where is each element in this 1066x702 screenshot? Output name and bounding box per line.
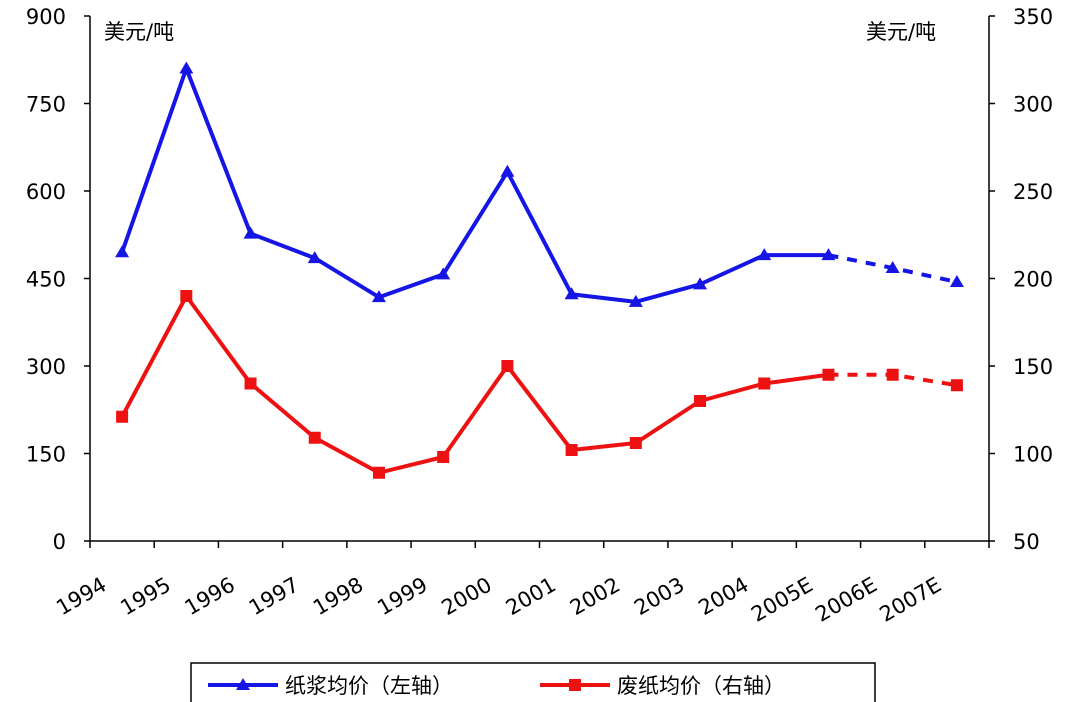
- waste-series-line: [120, 294, 829, 475]
- waste-point-2002: [629, 437, 642, 449]
- right-tick-label: 300: [1013, 93, 1053, 117]
- pulp-point-2002: [628, 294, 643, 307]
- legend-pulp-marker: [236, 678, 250, 690]
- pulp-point-2001: [564, 287, 579, 300]
- right-tick-label: 250: [1013, 180, 1053, 204]
- x-tick-label: 1999: [373, 573, 431, 621]
- x-tick-label: 2006E: [811, 573, 881, 627]
- left-tick-label: 300: [26, 355, 66, 379]
- right-tick-label: 350: [1013, 5, 1053, 29]
- right-tick-label: 50: [1013, 530, 1040, 554]
- waste-point-2001: [565, 444, 578, 456]
- waste-point-2005E: [822, 368, 835, 381]
- waste-point-2006E: [886, 368, 899, 381]
- waste-point-1998: [372, 466, 385, 479]
- series-lines: [120, 66, 958, 475]
- left-tick-label: 150: [26, 443, 66, 467]
- pulp-point-1994: [115, 245, 130, 258]
- right-tick-label: 100: [1013, 443, 1053, 467]
- waste-point-1996: [244, 377, 257, 390]
- waste-point-1997: [308, 431, 321, 444]
- x-tick-label: 2004: [694, 573, 752, 621]
- waste-point-1994: [116, 410, 129, 423]
- pulp-point-1998: [371, 290, 386, 303]
- right-tick-label: 200: [1013, 268, 1053, 292]
- pulp-point-1996: [243, 226, 258, 239]
- x-tick-label: 2001: [502, 573, 560, 621]
- x-tick-label: 1998: [309, 573, 367, 621]
- left-tick-label: 0: [53, 530, 66, 554]
- left-tick-label: 450: [26, 268, 66, 292]
- left-tick-label: 600: [26, 180, 66, 204]
- pulp-point-2006E: [885, 261, 900, 273]
- waste-point-1999: [437, 451, 450, 463]
- waste-point-2004: [758, 377, 771, 390]
- x-tick-label: 1995: [116, 573, 174, 621]
- pulp-point-2003: [693, 277, 708, 290]
- x-tick-label: 2000: [437, 573, 495, 621]
- left-tick-label: 900: [26, 5, 66, 29]
- left-tick-label: 750: [26, 93, 66, 117]
- x-tick-label: 1997: [245, 573, 303, 621]
- x-tick-label: 2005E: [747, 573, 817, 627]
- legend-pulp-label: 纸浆均价（左轴）: [285, 674, 453, 698]
- series-markers: [115, 61, 964, 479]
- waste-point-2000: [501, 360, 514, 372]
- axes: 0 150 300 450 600 750 900 50 100 150 200 250 300 350 1…: [26, 5, 1053, 627]
- x-tick-label: 2007E: [876, 573, 946, 627]
- left-axis-unit: 美元/吨: [104, 20, 174, 44]
- pulp-series-line: [120, 66, 829, 304]
- pulp-point-2005E: [821, 248, 836, 261]
- x-tick-label: 2002: [566, 573, 624, 621]
- pulp-point-1995: [179, 61, 194, 74]
- pulp-point-2007E: [949, 275, 964, 287]
- right-tick-label: 150: [1013, 355, 1053, 379]
- legend-box: [190, 662, 876, 702]
- pulp-point-2004: [757, 248, 772, 261]
- waste-point-1995: [180, 290, 193, 302]
- x-tick-label: 2003: [630, 573, 688, 621]
- waste-point-2003: [694, 395, 707, 407]
- pulp-point-2000: [500, 164, 515, 177]
- x-tick-label: 1996: [181, 573, 239, 621]
- legend-waste-marker: [569, 679, 581, 691]
- x-tick-label: 1994: [52, 573, 110, 621]
- right-axis-unit: 美元/吨: [866, 20, 936, 44]
- pulp-point-1999: [436, 267, 451, 280]
- pulp-point-1997: [307, 251, 322, 264]
- legend: 纸浆均价（左轴） 废纸均价（右轴）: [190, 662, 876, 702]
- legend-waste-label: 废纸均价（右轴）: [617, 674, 785, 698]
- waste-point-2007E: [950, 379, 963, 392]
